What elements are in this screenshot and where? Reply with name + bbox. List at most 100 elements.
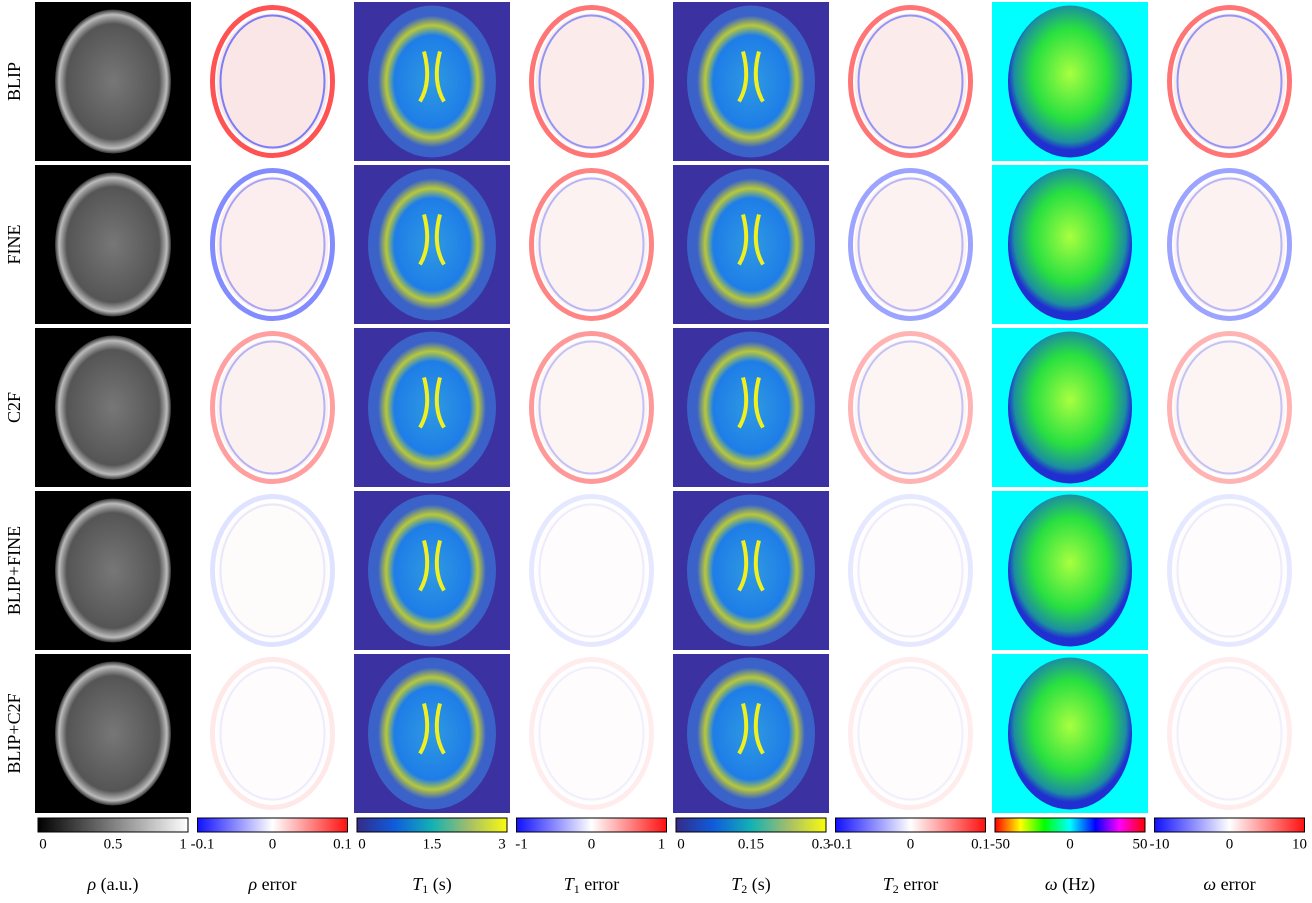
colorbar-tick-label: 0 xyxy=(358,836,366,852)
error-region xyxy=(854,13,967,150)
error-region xyxy=(216,13,329,150)
ventricle xyxy=(737,702,765,755)
map-tile xyxy=(1151,165,1308,324)
colorbar-tick-label: 0.1 xyxy=(971,836,990,852)
subscript: 1 xyxy=(574,882,580,896)
colorbar xyxy=(516,817,667,833)
error-rim xyxy=(219,666,326,801)
error-region xyxy=(216,339,329,476)
error-rim xyxy=(538,340,645,475)
colorbar-tick-label: -0.1 xyxy=(191,836,215,852)
error-rim xyxy=(529,657,654,810)
column-label: T2 error xyxy=(883,874,939,896)
colorbar-tick-label: -10 xyxy=(1150,836,1170,852)
brain xyxy=(378,667,486,800)
error-rim xyxy=(219,14,326,149)
error-region xyxy=(535,502,648,639)
colorbar-tick-label: 0 xyxy=(677,836,685,852)
error-rim xyxy=(1176,177,1283,312)
error-rim xyxy=(1176,666,1283,801)
error-rim xyxy=(529,331,654,484)
brain xyxy=(697,341,805,474)
colorbar-tick-label: 1 xyxy=(658,836,666,852)
colorbar-tick-label: -0.1 xyxy=(829,836,853,852)
colorbar xyxy=(356,817,508,833)
error-rim xyxy=(219,177,326,312)
map-tile xyxy=(194,654,351,813)
error-rim xyxy=(538,14,645,149)
colorbar-tick-label: 1.5 xyxy=(423,836,442,852)
error-region xyxy=(854,339,967,476)
suffix: error xyxy=(899,874,938,894)
error-rim xyxy=(857,14,964,149)
row-label: BLIP xyxy=(4,62,24,101)
error-rim xyxy=(1167,5,1292,158)
brain xyxy=(378,341,486,474)
column-label: ρ error xyxy=(247,874,296,894)
row-label: BLIP+C2F xyxy=(4,693,24,773)
symbol: T xyxy=(883,874,895,894)
brain xyxy=(378,178,486,311)
brain xyxy=(697,504,805,637)
ventricle xyxy=(737,539,765,592)
error-rim xyxy=(1167,657,1292,810)
colorbar-tick-label: 50 xyxy=(1133,836,1148,852)
error-rim xyxy=(529,168,654,321)
error-rim xyxy=(1176,503,1283,638)
colorbar xyxy=(835,817,986,833)
row-label: C2F xyxy=(4,392,24,423)
error-region xyxy=(854,176,967,313)
map-tile xyxy=(194,491,351,650)
error-rim xyxy=(219,340,326,475)
suffix: (a.u.) xyxy=(96,874,138,895)
error-rim xyxy=(529,494,654,647)
error-region xyxy=(535,176,648,313)
column-label: ω (Hz) xyxy=(1045,874,1095,895)
error-rim xyxy=(857,340,964,475)
brain xyxy=(697,15,805,148)
symbol: ω xyxy=(1045,874,1058,894)
symbol: T xyxy=(412,874,424,894)
error-region xyxy=(535,665,648,802)
map-tile xyxy=(832,165,989,324)
ventricle xyxy=(418,702,446,755)
ventricle xyxy=(737,50,765,103)
error-rim xyxy=(219,503,326,638)
error-rim xyxy=(210,168,335,321)
error-rim xyxy=(848,168,973,321)
map-tile xyxy=(513,654,670,813)
error-rim xyxy=(1176,340,1283,475)
colorbar-tick-label: -50 xyxy=(990,836,1010,852)
colorbar xyxy=(994,817,1146,833)
brain xyxy=(697,178,805,311)
brain xyxy=(1008,168,1132,321)
subscript: 2 xyxy=(893,882,899,896)
error-region xyxy=(1173,13,1286,150)
brain xyxy=(1008,657,1132,810)
brain xyxy=(1008,331,1132,484)
error-rim xyxy=(210,657,335,810)
error-rim xyxy=(848,657,973,810)
column-label: T1 error xyxy=(564,874,620,896)
map-tile xyxy=(513,491,670,650)
ventricle xyxy=(418,539,446,592)
error-rim xyxy=(1167,331,1292,484)
row-label: FINE xyxy=(4,224,24,264)
column-label: ω error xyxy=(1203,874,1255,894)
colorbar-tick-label: 0 xyxy=(1226,836,1234,852)
error-rim xyxy=(857,666,964,801)
suffix: error xyxy=(580,874,619,894)
column-label: T1 (s) xyxy=(412,874,452,896)
error-rim xyxy=(1167,168,1292,321)
error-rim xyxy=(538,177,645,312)
colorbar-tick-label: 3 xyxy=(498,836,506,852)
error-region xyxy=(1173,502,1286,639)
brain xyxy=(55,661,171,806)
error-region xyxy=(1173,665,1286,802)
colorbar-tick-label: 0 xyxy=(588,836,596,852)
error-region xyxy=(535,339,648,476)
brain xyxy=(55,498,171,643)
map-tile xyxy=(513,328,670,487)
colorbar-tick-label: 0.15 xyxy=(738,836,764,852)
